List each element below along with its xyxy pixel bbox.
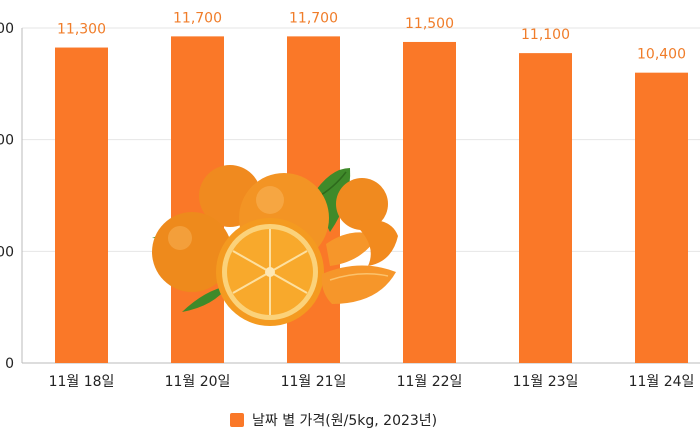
y-axis-ticks: 0000000000: [0, 21, 14, 372]
x-tick-label: 11월 21일: [281, 374, 347, 390]
bar: [635, 72, 688, 364]
x-tick-label: 11월 18일: [49, 374, 115, 390]
y-tick-label: 000: [0, 21, 14, 37]
x-tick-label: 11월 24일: [629, 374, 695, 390]
x-axis-ticks: 11월 18일 11월 20일 11월 21일 11월 22일 11월 23일 11월 2…: [49, 374, 695, 390]
bar: [403, 41, 456, 363]
data-label: 11,300: [57, 22, 106, 38]
data-label: 11,100: [521, 27, 570, 43]
x-tick-label: 11월 20일: [165, 374, 231, 390]
data-labels: 11,300 11,700 11,700 11,500 11,100 10,400: [57, 10, 686, 62]
bar: [55, 47, 108, 364]
data-label: 10,400: [637, 47, 686, 63]
legend-swatch: [230, 413, 244, 427]
legend: 날짜 별 가격(원/5kg, 2023년): [230, 410, 437, 430]
data-label: 11,700: [173, 10, 222, 26]
data-label: 11,700: [289, 10, 338, 26]
legend-label: 날짜 별 가격(원/5kg, 2023년): [252, 413, 438, 429]
x-tick-label: 11월 23일: [513, 374, 579, 390]
y-tick-label: 0: [5, 356, 14, 372]
y-tick-label: 000: [0, 244, 14, 260]
mandarin-oranges-photo: [152, 165, 398, 326]
y-tick-label: 000: [0, 133, 14, 149]
data-label: 11,500: [405, 16, 454, 32]
x-tick-label: 11월 22일: [397, 374, 463, 390]
bar: [519, 53, 572, 363]
